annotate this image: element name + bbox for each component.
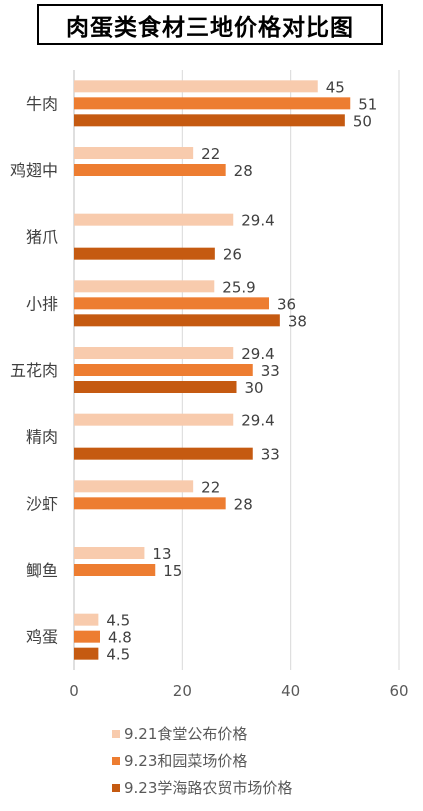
legend-swatch xyxy=(112,729,120,738)
data-label: 50 xyxy=(353,112,372,130)
category-label: 小排 xyxy=(26,294,58,313)
bar xyxy=(74,164,226,176)
data-label: 22 xyxy=(201,478,220,496)
chart-title: 肉蛋类食材三地价格对比图 xyxy=(66,14,354,41)
legend-item: 9.21食堂公布价格 xyxy=(112,720,292,747)
bar xyxy=(74,247,215,260)
data-label: 51 xyxy=(358,95,377,113)
bar xyxy=(74,613,99,626)
data-label: 4.5 xyxy=(106,612,130,630)
legend-label: 9.23学海路农贸市场价格 xyxy=(124,779,293,797)
legend-item: 9.23学海路农贸市场价格 xyxy=(112,774,292,801)
data-label: 29.4 xyxy=(241,412,274,430)
data-label: 28 xyxy=(234,495,253,513)
legend-swatch xyxy=(112,756,120,765)
category-label: 鸡蛋 xyxy=(26,628,58,647)
bar xyxy=(74,381,237,393)
data-label: 38 xyxy=(288,312,307,330)
legend-label: 9.21食堂公布价格 xyxy=(124,725,248,743)
data-label: 29.4 xyxy=(241,212,274,230)
bar xyxy=(74,114,345,127)
data-label: 22 xyxy=(201,145,220,163)
bar xyxy=(74,314,280,327)
bar xyxy=(74,347,234,359)
x-tick-label: 60 xyxy=(389,682,408,700)
bar xyxy=(74,413,234,426)
data-label: 33 xyxy=(261,362,280,380)
legend-item: 9.23和园菜场价格 xyxy=(112,747,292,774)
bar xyxy=(74,297,269,310)
bar xyxy=(74,630,100,643)
bar xyxy=(74,447,253,460)
category-label: 五花肉 xyxy=(10,361,58,380)
category-label: 沙虾 xyxy=(26,494,58,513)
data-label: 4.8 xyxy=(108,629,132,647)
bar xyxy=(74,497,226,510)
category-label: 精肉 xyxy=(26,428,58,447)
data-label: 13 xyxy=(152,545,171,563)
legend-label: 9.23和园菜场价格 xyxy=(124,752,248,770)
category-label: 鸡翅中 xyxy=(10,161,58,180)
data-label: 36 xyxy=(277,295,296,313)
data-label: 4.5 xyxy=(106,646,130,664)
data-label: 29.4 xyxy=(241,345,274,363)
data-label: 45 xyxy=(326,78,345,96)
bar xyxy=(74,213,234,226)
category-label: 猪爪 xyxy=(26,228,58,247)
data-label: 26 xyxy=(223,246,242,264)
x-tick-label: 0 xyxy=(69,682,79,700)
chart-title-box: 肉蛋类食材三地价格对比图 xyxy=(37,4,383,45)
data-label: 30 xyxy=(245,379,264,397)
category-label: 鲫鱼 xyxy=(26,561,58,580)
data-label: 33 xyxy=(261,446,280,464)
category-label: 牛肉 xyxy=(26,94,58,113)
bar xyxy=(74,80,318,93)
bar xyxy=(74,647,99,660)
x-tick-label: 40 xyxy=(281,682,300,700)
bar xyxy=(74,147,194,159)
bar xyxy=(74,547,145,559)
legend-swatch xyxy=(112,783,120,792)
bar xyxy=(74,564,156,576)
data-label: 28 xyxy=(234,162,253,180)
bar xyxy=(74,280,215,293)
data-label: 15 xyxy=(163,562,182,580)
data-label: 25.9 xyxy=(222,278,255,296)
bar xyxy=(74,97,351,110)
x-tick-label: 20 xyxy=(173,682,192,700)
bar xyxy=(74,480,194,493)
legend: 9.21食堂公布价格 9.23和园菜场价格 9.23学海路农贸市场价格 xyxy=(112,720,292,801)
bar xyxy=(74,364,253,376)
